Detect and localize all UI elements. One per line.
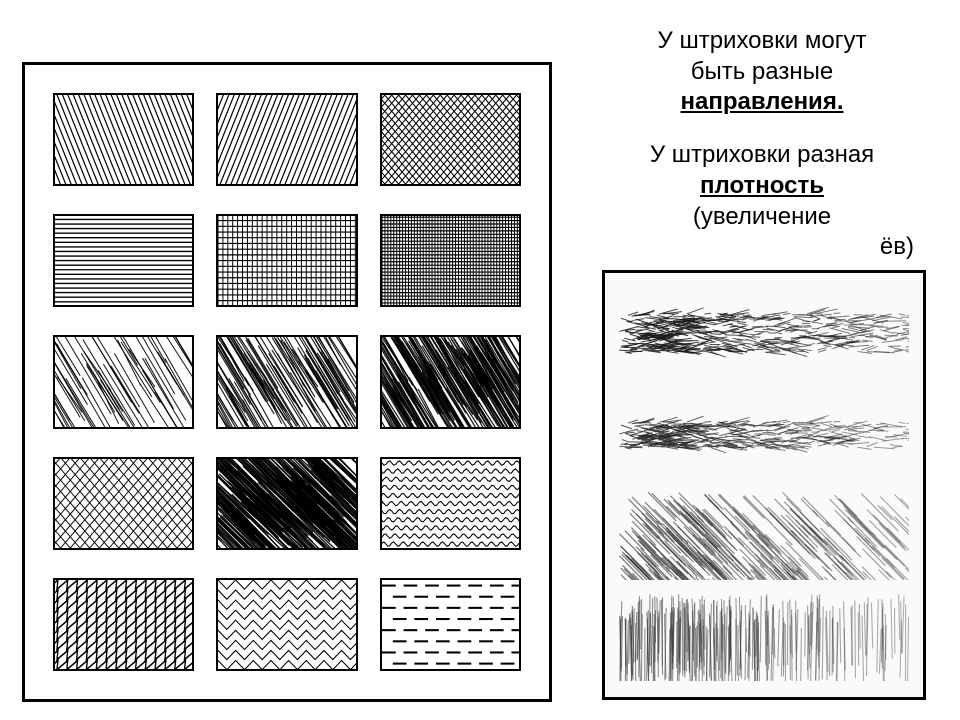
swatch-grid-dense (380, 214, 521, 307)
gradient-grad-scribble-narrow (619, 391, 909, 479)
p2-line4-partial: ёв) (582, 232, 942, 263)
swatch-scribble-dense (380, 335, 521, 428)
p1-line1: У штриховки могут (658, 27, 867, 54)
swatch-zigzag-sparse (216, 578, 357, 671)
p2-line3: (увеличение (693, 203, 831, 230)
swatch-dashes-brick (380, 578, 521, 671)
gradient-grad-scribble-tight (619, 289, 909, 377)
swatch-scribble-sparse-right (53, 335, 194, 428)
density-gradient-panel (602, 270, 926, 700)
caption-block: У штриховки могут быть разные направлени… (582, 26, 942, 285)
gradient-grad-vertical-strokes (619, 594, 909, 682)
paragraph-density: У штриховки разная плотность (увеличение… (582, 140, 942, 263)
swatch-scribble-medium (216, 335, 357, 428)
p1-line2: быть разные (691, 58, 833, 85)
p2-line1: У штриховки разная (650, 141, 874, 168)
swatch-crosshatch-loose (53, 457, 194, 550)
swatch-horizontal-lines (53, 214, 194, 307)
swatch-wavy-horizontal (380, 457, 521, 550)
swatch-crosshatch-diag (380, 93, 521, 186)
swatch-scribble-very-dense (216, 457, 357, 550)
hatch-grid-panel (22, 62, 552, 702)
swatch-grid-square (216, 214, 357, 307)
swatch-zigzag-dense (53, 578, 194, 671)
swatch-diag-lines-right (53, 93, 194, 186)
gradient-grad-diag-hatch (619, 492, 909, 580)
keyword-directions: направления. (681, 88, 844, 115)
keyword-density: плотность (700, 172, 824, 199)
paragraph-directions: У штриховки могут быть разные направлени… (582, 26, 942, 118)
swatch-diag-lines-left (216, 93, 357, 186)
